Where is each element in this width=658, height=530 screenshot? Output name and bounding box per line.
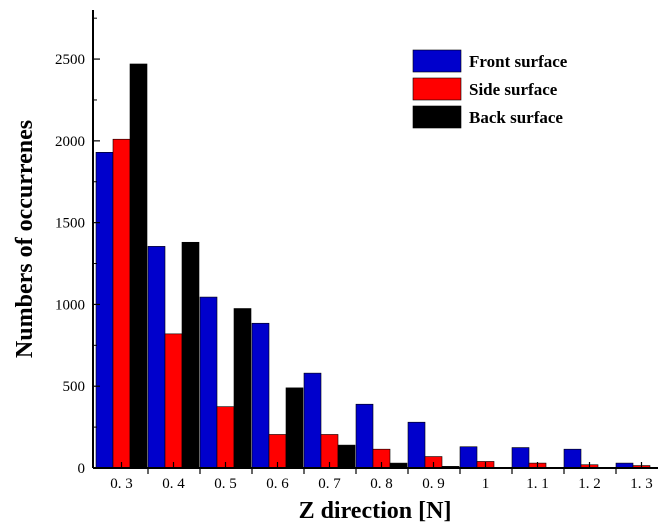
x-tick-label: 0. 4 [162,476,185,492]
bar-back-surface-0 [129,63,148,469]
bar-front-surface-1 [147,246,166,469]
bars-group [95,63,651,469]
y-tick-label: 1000 [55,297,85,313]
bar-front-surface-4 [303,372,322,469]
legend-swatch-side-surface [412,77,462,101]
legend-swatch-back-surface [412,105,462,129]
x-tick-label: 1. 3 [630,476,653,492]
bar-back-surface-1 [181,241,200,469]
bar-front-surface-2 [199,296,218,469]
legend-label: Front surface [469,52,568,71]
legend-swatch-front-surface [412,49,462,73]
bar-front-surface-0 [95,152,114,469]
bar-front-surface-7 [459,446,478,469]
x-tick-label: 1. 2 [578,476,601,492]
x-tick-label: 0. 9 [422,476,445,492]
bar-front-surface-3 [251,322,270,469]
x-tick-label: 0. 3 [110,476,133,492]
x-tick-label: 0. 5 [214,476,237,492]
x-tick-label: 0. 6 [266,476,289,492]
y-tick-label: 2000 [55,134,85,150]
y-tick-label: 500 [63,379,86,395]
legend-label: Side surface [469,80,558,99]
bar-front-surface-8 [511,447,530,469]
legend: Front surface Side surface Back surface [412,49,568,129]
bar-side-surface-2 [216,406,235,469]
bar-front-surface-6 [407,421,426,469]
y-axis-title: Numbers of occurrenes [12,120,38,358]
x-axis-title: Z direction [N] [299,498,452,524]
y-tick-label: 1500 [55,216,85,232]
y-tick-label: 2500 [55,52,85,68]
x-tick-label: 0. 8 [370,476,393,492]
x-tick-label: 1 [482,476,490,492]
bar-back-surface-2 [233,308,252,469]
bar-side-surface-1 [164,333,183,469]
x-axis-ticks: 0. 3 0. 4 0. 5 0. 6 0. 7 0. 8 0. 9 1 1. 1 1. 2 1. … [110,462,653,492]
y-tick-label: 0 [78,461,86,477]
bar-back-surface-4 [337,444,356,469]
bar-back-surface-3 [285,387,304,469]
x-tick-label: 0. 7 [318,476,341,492]
x-tick-label: 1. 1 [526,476,549,492]
legend-label: Back surface [469,108,563,127]
bar-front-surface-5 [355,403,374,469]
bar-front-surface-9 [563,448,582,469]
y-axis-ticks: 0 500 1000 1500 2000 2500 [55,17,100,477]
bar-side-surface-0 [112,138,131,469]
